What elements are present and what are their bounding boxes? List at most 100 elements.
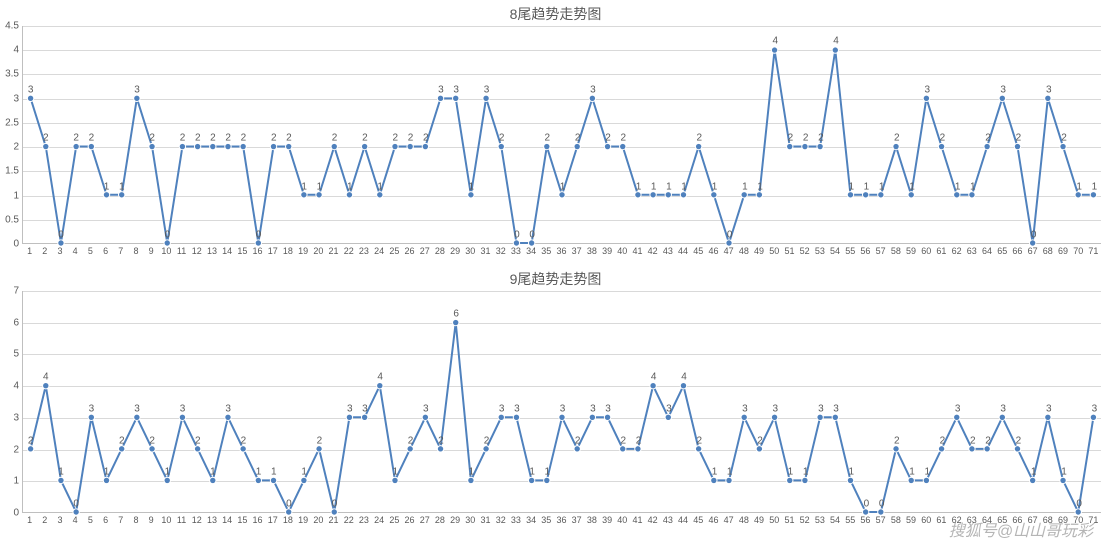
x-tick-label: 6	[103, 515, 108, 525]
data-marker	[103, 192, 109, 198]
x-tick-label: 34	[526, 246, 536, 256]
data-marker	[1014, 143, 1020, 149]
x-tick-label: 20	[313, 246, 323, 256]
data-marker	[331, 143, 337, 149]
chart-container: 8尾趋势走势图00.511.522.533.544.53202211320222…	[0, 0, 1111, 265]
data-marker	[984, 143, 990, 149]
data-marker	[726, 477, 732, 483]
x-tick-label: 71	[1088, 515, 1098, 525]
data-marker	[103, 477, 109, 483]
y-tick-label: 3	[13, 412, 19, 423]
x-tick-label: 48	[739, 246, 749, 256]
x-tick-label: 51	[784, 515, 794, 525]
x-tick-label: 68	[1043, 246, 1053, 256]
x-tick-label: 24	[374, 246, 384, 256]
x-tick-label: 48	[739, 515, 749, 525]
data-marker	[134, 95, 140, 101]
data-marker	[620, 446, 626, 452]
x-tick-label: 15	[237, 515, 247, 525]
x-tick-label: 54	[830, 515, 840, 525]
x-tick-label: 63	[967, 246, 977, 256]
data-marker	[908, 477, 914, 483]
y-tick-label: 2.5	[5, 117, 19, 128]
x-tick-label: 32	[496, 246, 506, 256]
data-marker	[377, 383, 383, 389]
data-marker	[225, 414, 231, 420]
x-tick-label: 29	[450, 246, 460, 256]
data-marker	[468, 477, 474, 483]
data-marker	[544, 143, 550, 149]
data-marker	[741, 192, 747, 198]
plot-area: 00.511.522.533.544.532022113202222202211…	[22, 26, 1101, 244]
data-marker	[225, 143, 231, 149]
data-marker	[453, 319, 459, 325]
x-tick-label: 23	[359, 515, 369, 525]
y-tick-label: 0	[13, 508, 19, 519]
x-tick-label: 4	[73, 515, 78, 525]
y-tick-label: 4	[13, 381, 19, 392]
x-tick-label: 60	[921, 515, 931, 525]
chart-title: 8尾趋势走势图	[0, 0, 1111, 26]
x-tick-label: 1	[27, 515, 32, 525]
data-marker	[286, 143, 292, 149]
chart-container: 9尾趋势走势图012345672410312321321321101203341…	[0, 265, 1111, 543]
x-tick-label: 42	[648, 246, 658, 256]
x-tick-label: 7	[118, 515, 123, 525]
charts-root: 8尾趋势走势图00.511.522.533.544.53202211320222…	[0, 0, 1111, 543]
y-tick-label: 4.5	[5, 21, 19, 32]
data-marker	[453, 95, 459, 101]
x-tick-label: 30	[465, 246, 475, 256]
x-tick-label: 55	[845, 515, 855, 525]
data-marker	[589, 95, 595, 101]
data-marker	[923, 95, 929, 101]
x-tick-label: 70	[1073, 246, 1083, 256]
data-marker	[179, 414, 185, 420]
data-marker	[999, 95, 1005, 101]
x-axis-labels: 1234567891011121314151617181920212223242…	[22, 244, 1101, 260]
data-marker	[1060, 477, 1066, 483]
data-marker	[88, 414, 94, 420]
data-marker	[118, 192, 124, 198]
x-tick-label: 2	[42, 515, 47, 525]
data-marker	[498, 414, 504, 420]
data-marker	[559, 192, 565, 198]
x-tick-label: 19	[298, 246, 308, 256]
data-marker	[164, 477, 170, 483]
x-tick-label: 17	[268, 515, 278, 525]
x-tick-label: 59	[906, 515, 916, 525]
data-marker	[422, 143, 428, 149]
data-marker	[847, 477, 853, 483]
data-marker	[149, 446, 155, 452]
data-marker	[88, 143, 94, 149]
data-marker	[422, 414, 428, 420]
x-tick-label: 45	[693, 515, 703, 525]
data-marker	[498, 143, 504, 149]
x-tick-label: 26	[405, 515, 415, 525]
x-tick-label: 11	[177, 246, 186, 256]
x-tick-label: 67	[1028, 515, 1038, 525]
series-line	[31, 50, 1094, 243]
x-tick-label: 65	[997, 246, 1007, 256]
x-tick-label: 2	[42, 246, 47, 256]
x-tick-label: 1	[27, 246, 32, 256]
data-marker	[787, 143, 793, 149]
data-marker	[635, 192, 641, 198]
data-marker	[392, 477, 398, 483]
data-marker	[999, 414, 1005, 420]
data-marker	[665, 414, 671, 420]
x-tick-label: 36	[556, 246, 566, 256]
x-tick-label: 25	[389, 515, 399, 525]
data-marker	[149, 143, 155, 149]
x-tick-label: 39	[602, 515, 612, 525]
x-tick-label: 69	[1058, 515, 1068, 525]
data-marker	[604, 143, 610, 149]
data-marker	[938, 446, 944, 452]
data-marker	[1014, 446, 1020, 452]
data-marker	[483, 446, 489, 452]
data-marker	[665, 192, 671, 198]
x-tick-label: 62	[952, 515, 962, 525]
data-marker	[574, 143, 580, 149]
chart-body: 0123456724103123213213211012033412326123…	[22, 291, 1101, 529]
y-axis-labels: 00.511.522.533.544.5	[1, 26, 21, 243]
x-tick-label: 14	[222, 515, 232, 525]
